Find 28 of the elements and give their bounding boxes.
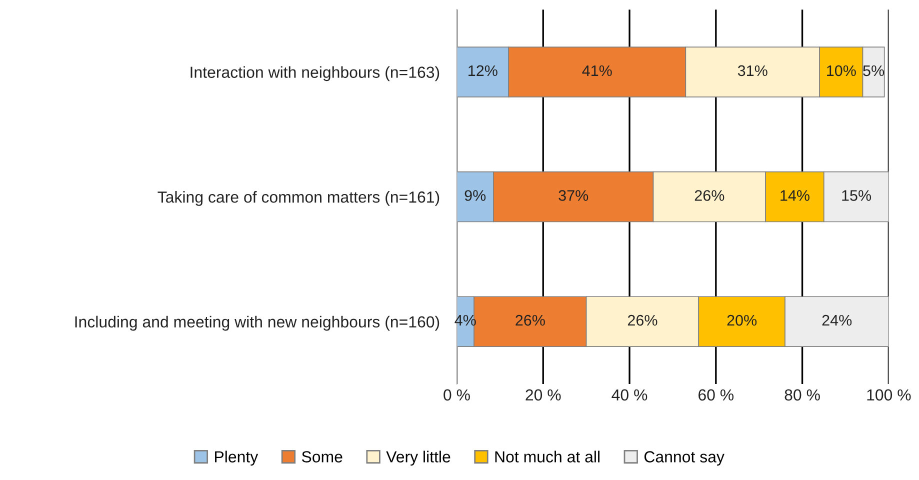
data-label: 5%: [863, 65, 884, 76]
data-label: 15%: [842, 190, 872, 201]
data-label: 26%: [516, 314, 545, 326]
x-tick-label: 100 %: [867, 389, 911, 401]
data-label: 14%: [780, 190, 810, 201]
data-label: 26%: [628, 314, 658, 326]
data-label: 12%: [468, 65, 498, 76]
data-label: 31%: [738, 65, 768, 76]
y-tick-label: Taking care of common matters (n=161): [158, 191, 440, 206]
x-tick-label: 80 %: [784, 389, 820, 401]
y-tick-label: Including and meeting with new neighbours (n=160): [75, 316, 440, 331]
legend-label: Some: [302, 451, 342, 462]
data-label: 26%: [694, 190, 724, 201]
y-tick-label: Interaction with neighbours (n=163): [190, 66, 440, 82]
data-label: 9%: [464, 190, 486, 201]
x-tick-label: 40 %: [612, 389, 648, 401]
x-tick-label: 60 %: [698, 389, 734, 401]
legend-label: Very little: [386, 450, 450, 466]
legend-label: Cannot say: [644, 451, 724, 466]
data-label: 10%: [827, 65, 856, 76]
legend-label: Not much at all: [495, 450, 600, 462]
data-label: 41%: [582, 65, 612, 76]
data-label: 37%: [558, 190, 588, 201]
data-label: 24%: [822, 314, 852, 326]
x-tick-label: 20 %: [526, 389, 561, 401]
legend-label: Plenty: [215, 450, 258, 466]
x-tick-label: 0 %: [444, 389, 470, 401]
data-label: 20%: [727, 314, 757, 326]
